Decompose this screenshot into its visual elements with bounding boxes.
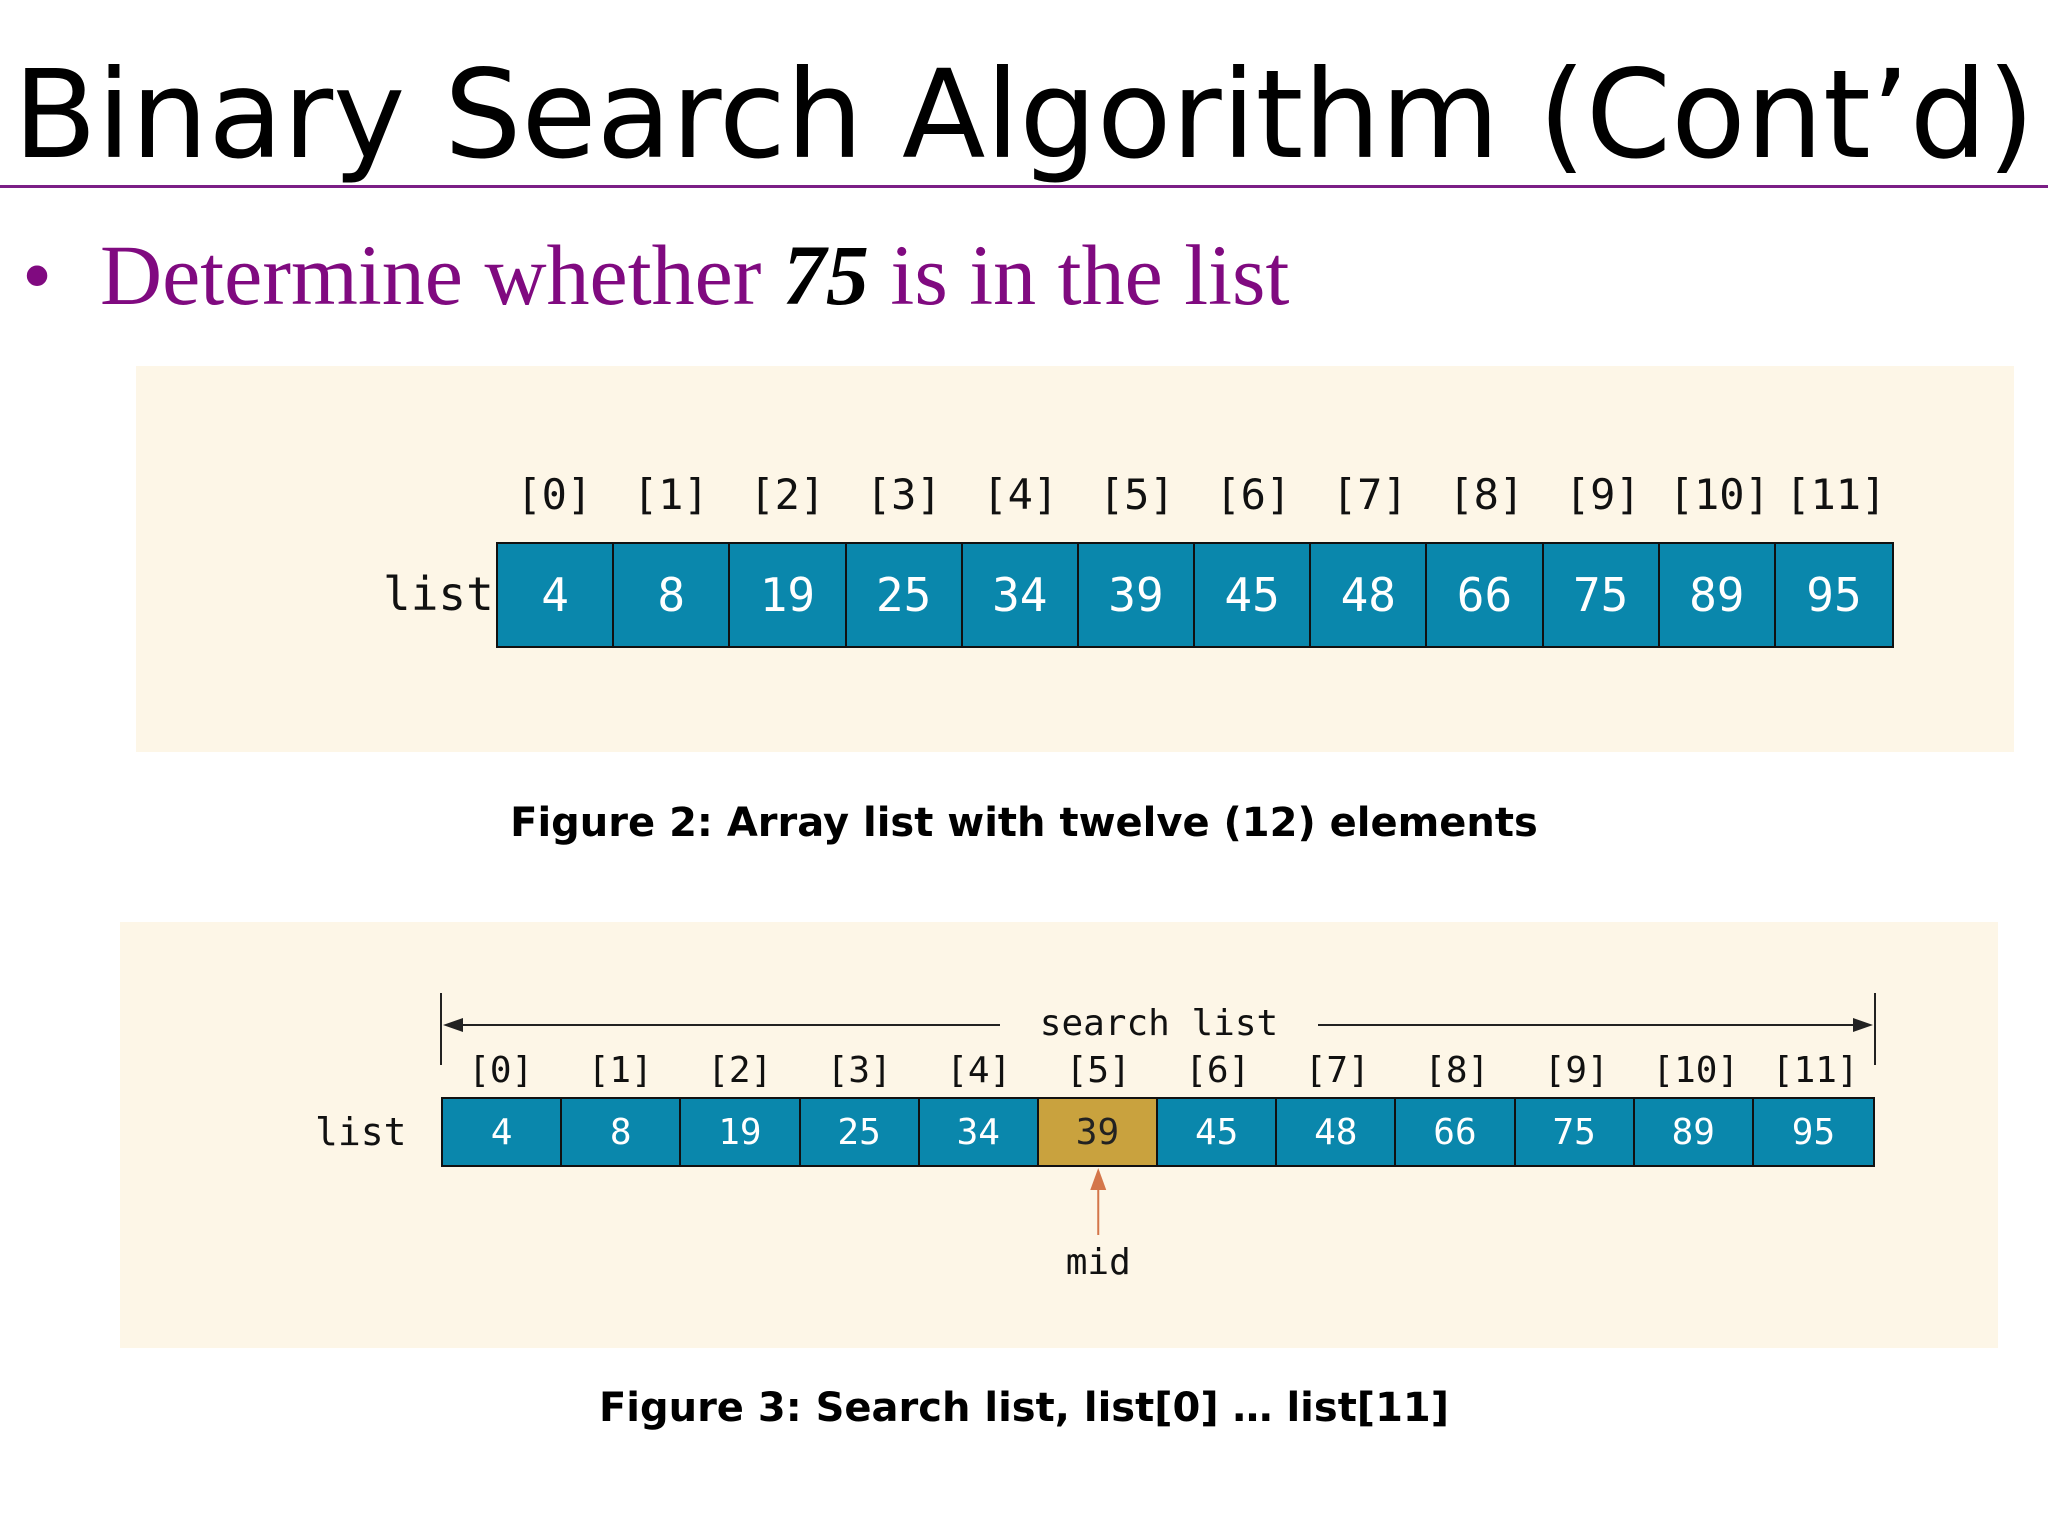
figure-2-cell: 19 [730, 544, 847, 646]
figure-3-caption: Figure 3: Search list, list[0] … list[11… [598, 1385, 1450, 1431]
figure-2-list-label: list [383, 567, 494, 622]
figure-2-cell: 34 [962, 544, 1079, 646]
title-divider [0, 185, 2048, 188]
figure-2-index-label: [5] [1098, 470, 1175, 519]
figure-2-cell: 66 [1427, 544, 1544, 646]
figure-3-cell: 45 [1158, 1099, 1278, 1165]
figure-3-index-label: [9] [1543, 1050, 1609, 1091]
bullet-suffix: is in the list [890, 227, 1290, 323]
figure-3-cell: 75 [1515, 1099, 1635, 1165]
bullet-prefix: Determine whether [100, 227, 762, 323]
figure-2-cells: 4 8 19 25 34 39 45 48 66 75 89 95 [496, 542, 1894, 648]
figure-2-index-label: [3] [865, 470, 942, 519]
figure-2-index-label: [10] [1668, 470, 1770, 519]
figure-3-index-label: [6] [1185, 1050, 1251, 1091]
figure-2-cell: 8 [614, 544, 731, 646]
figure-3-cell: 8 [562, 1099, 682, 1165]
search-target-value: 75 [782, 227, 869, 323]
figure-3-cell: 89 [1634, 1099, 1754, 1165]
figure-2-index-label: [2] [749, 470, 826, 519]
figure-3-cell: 48 [1277, 1099, 1397, 1165]
figure-2-index-label: [0] [516, 470, 593, 519]
figure-3-index-label: [2] [707, 1050, 773, 1091]
figure-3-index-label: [8] [1424, 1050, 1490, 1091]
figure-2-index-label: [7] [1331, 470, 1408, 519]
figure-2-index-label: [1] [632, 470, 709, 519]
figure-3-index-label: [1] [587, 1050, 653, 1091]
figure-2-cell: 25 [846, 544, 963, 646]
figure-2-cell: 39 [1078, 544, 1196, 646]
figure-2-cell: 89 [1659, 544, 1776, 646]
figure-3-index-label: [10] [1652, 1050, 1740, 1091]
figure-3-list-label: list [315, 1109, 407, 1154]
figure-3-cell: 34 [919, 1099, 1039, 1165]
figure-2-cell: 48 [1311, 544, 1428, 646]
figure-3-cell: 95 [1753, 1099, 1874, 1165]
figure-3-index-label: [7] [1304, 1050, 1370, 1091]
figure-2-index-label: [4] [982, 470, 1059, 519]
figure-3-cell: 19 [681, 1099, 801, 1165]
figure-2-index-label: [9] [1564, 470, 1641, 519]
figure-2-caption: Figure 2: Array list with twelve (12) el… [510, 800, 1538, 846]
figure-3-index-label: [11] [1771, 1050, 1859, 1091]
mid-arrowhead [1090, 1168, 1107, 1190]
search-list-label: search list [1039, 1003, 1279, 1044]
figure-2-index-label: [8] [1448, 470, 1525, 519]
figure-2-index-label: [11] [1785, 470, 1887, 519]
figure-3-index-label: [5] [1065, 1050, 1131, 1091]
figure-2-cell: 4 [498, 544, 615, 646]
figure-3-cell-mid: 39 [1038, 1099, 1159, 1165]
figure-3-index-label: [3] [826, 1050, 892, 1091]
search-list-arrowhead-right [1853, 1018, 1873, 1032]
figure-2-cell: 75 [1543, 544, 1660, 646]
slide-title: Binary Search Algorithm (Cont’d) [13, 44, 2035, 186]
mid-label: mid [1065, 1242, 1131, 1283]
figure-2-index-label: [6] [1215, 470, 1292, 519]
figure-3-cell: 66 [1396, 1099, 1516, 1165]
figure-3-cell: 25 [800, 1099, 920, 1165]
figure-3-index-label: [0] [468, 1050, 534, 1091]
bullet-point: • Determine whether 75 is in the list [22, 215, 1289, 335]
figure-3-cells: 4 8 19 25 34 39 45 48 66 75 89 95 [441, 1097, 1875, 1167]
figure-3-cell: 4 [443, 1099, 563, 1165]
bullet-dot: • [22, 227, 53, 323]
figure-2-cell: 45 [1195, 544, 1312, 646]
figure-3-index-label: [4] [946, 1050, 1012, 1091]
search-list-arrowhead-left [443, 1018, 463, 1032]
figure-2-cell: 95 [1775, 544, 1893, 646]
